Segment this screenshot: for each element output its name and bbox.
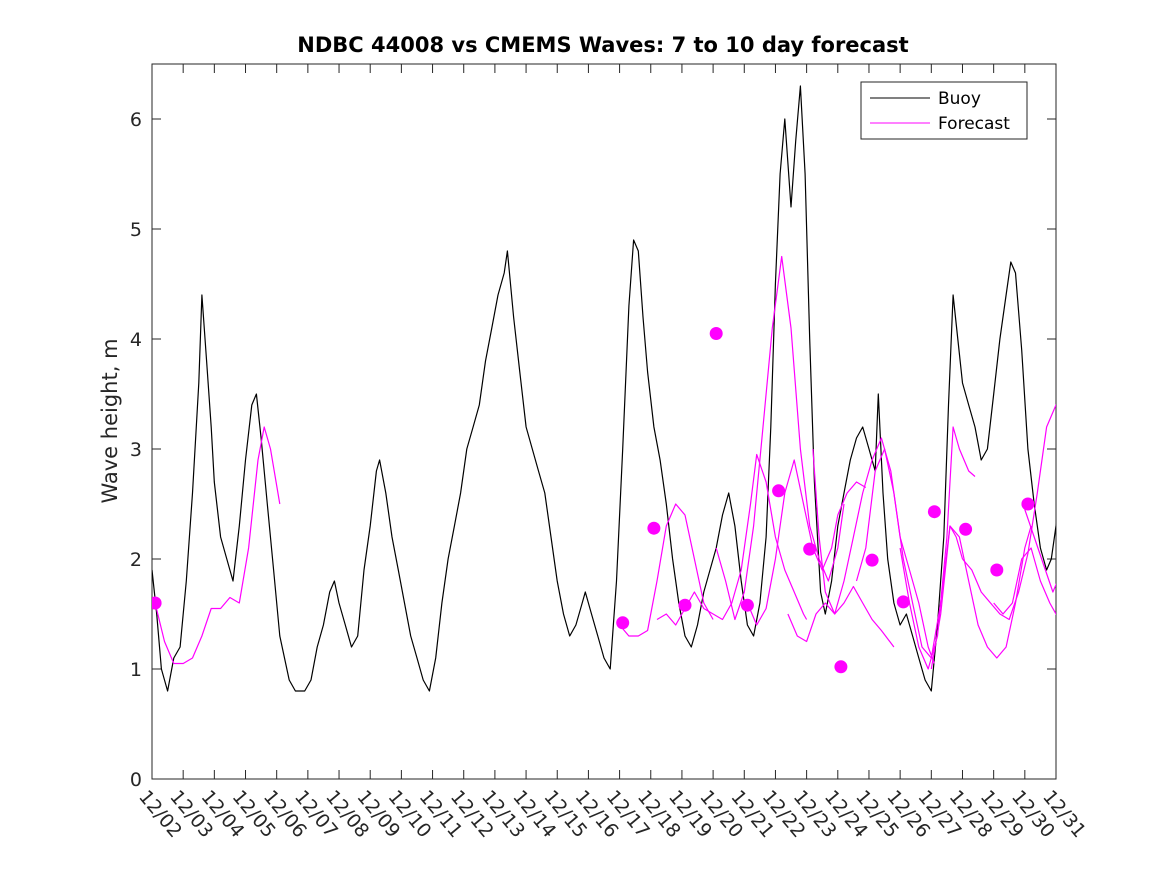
forecast-segment-1 (619, 503, 714, 637)
forecast-marker-9 (865, 553, 879, 567)
forecast-segment-5 (787, 585, 895, 648)
buoy-series-line (152, 85, 1056, 692)
forecast-marker-6 (772, 484, 786, 498)
y-tick-label: 2 (130, 549, 142, 571)
legend: Buoy Forecast (860, 81, 1028, 140)
forecast-segment-6 (812, 437, 935, 664)
legend-forecast-label: Forecast (938, 114, 1010, 134)
forecast-marker-4 (709, 327, 723, 340)
forecast-segment-12 (1024, 509, 1056, 593)
axes-box (151, 63, 1057, 780)
y-axis: 0 1 2 3 4 5 6 (130, 109, 1056, 791)
y-tick-label: 1 (130, 659, 142, 681)
forecast-marker-3 (678, 598, 692, 612)
forecast-marker-11 (927, 505, 941, 519)
forecast-segment-0 (154, 426, 281, 665)
forecast-marker-12 (959, 522, 973, 536)
forecast-marker-10 (896, 595, 910, 609)
forecast-marker-13 (990, 563, 1004, 577)
forecast-segment-4 (746, 459, 867, 626)
plot-area (151, 63, 1057, 780)
y-tick-label: 4 (130, 329, 142, 351)
chart-title: NDBC 44008 vs CMEMS Waves: 7 to 10 day f… (297, 33, 908, 57)
forecast-marker-5 (740, 598, 754, 612)
forecast-marker-8 (834, 660, 848, 674)
series-layer (152, 85, 1056, 692)
y-tick-label: 0 (130, 769, 142, 791)
forecast-marker-0 (152, 596, 162, 610)
forecast-marker-1 (616, 616, 630, 630)
forecast-segment-10 (962, 404, 1056, 621)
legend-buoy-label: Buoy (938, 89, 981, 109)
forecast-segment-8 (899, 426, 976, 670)
forecast-segment-11 (993, 547, 1056, 616)
y-tick-label: 5 (130, 219, 142, 241)
x-axis: 12/0212/0312/0412/0512/0612/0712/0812/09… (134, 64, 1090, 842)
forecast-segment-3 (715, 255, 845, 621)
forecast-marker-14 (1021, 497, 1035, 511)
forecast-marker-2 (647, 521, 661, 535)
forecast-marker-7 (803, 542, 817, 556)
forecast-segment-9 (930, 525, 1032, 670)
y-axis-label: Wave height, m (98, 338, 122, 503)
legend-box (860, 81, 1028, 140)
y-tick-label: 3 (130, 439, 142, 461)
y-tick-label: 6 (130, 109, 142, 131)
